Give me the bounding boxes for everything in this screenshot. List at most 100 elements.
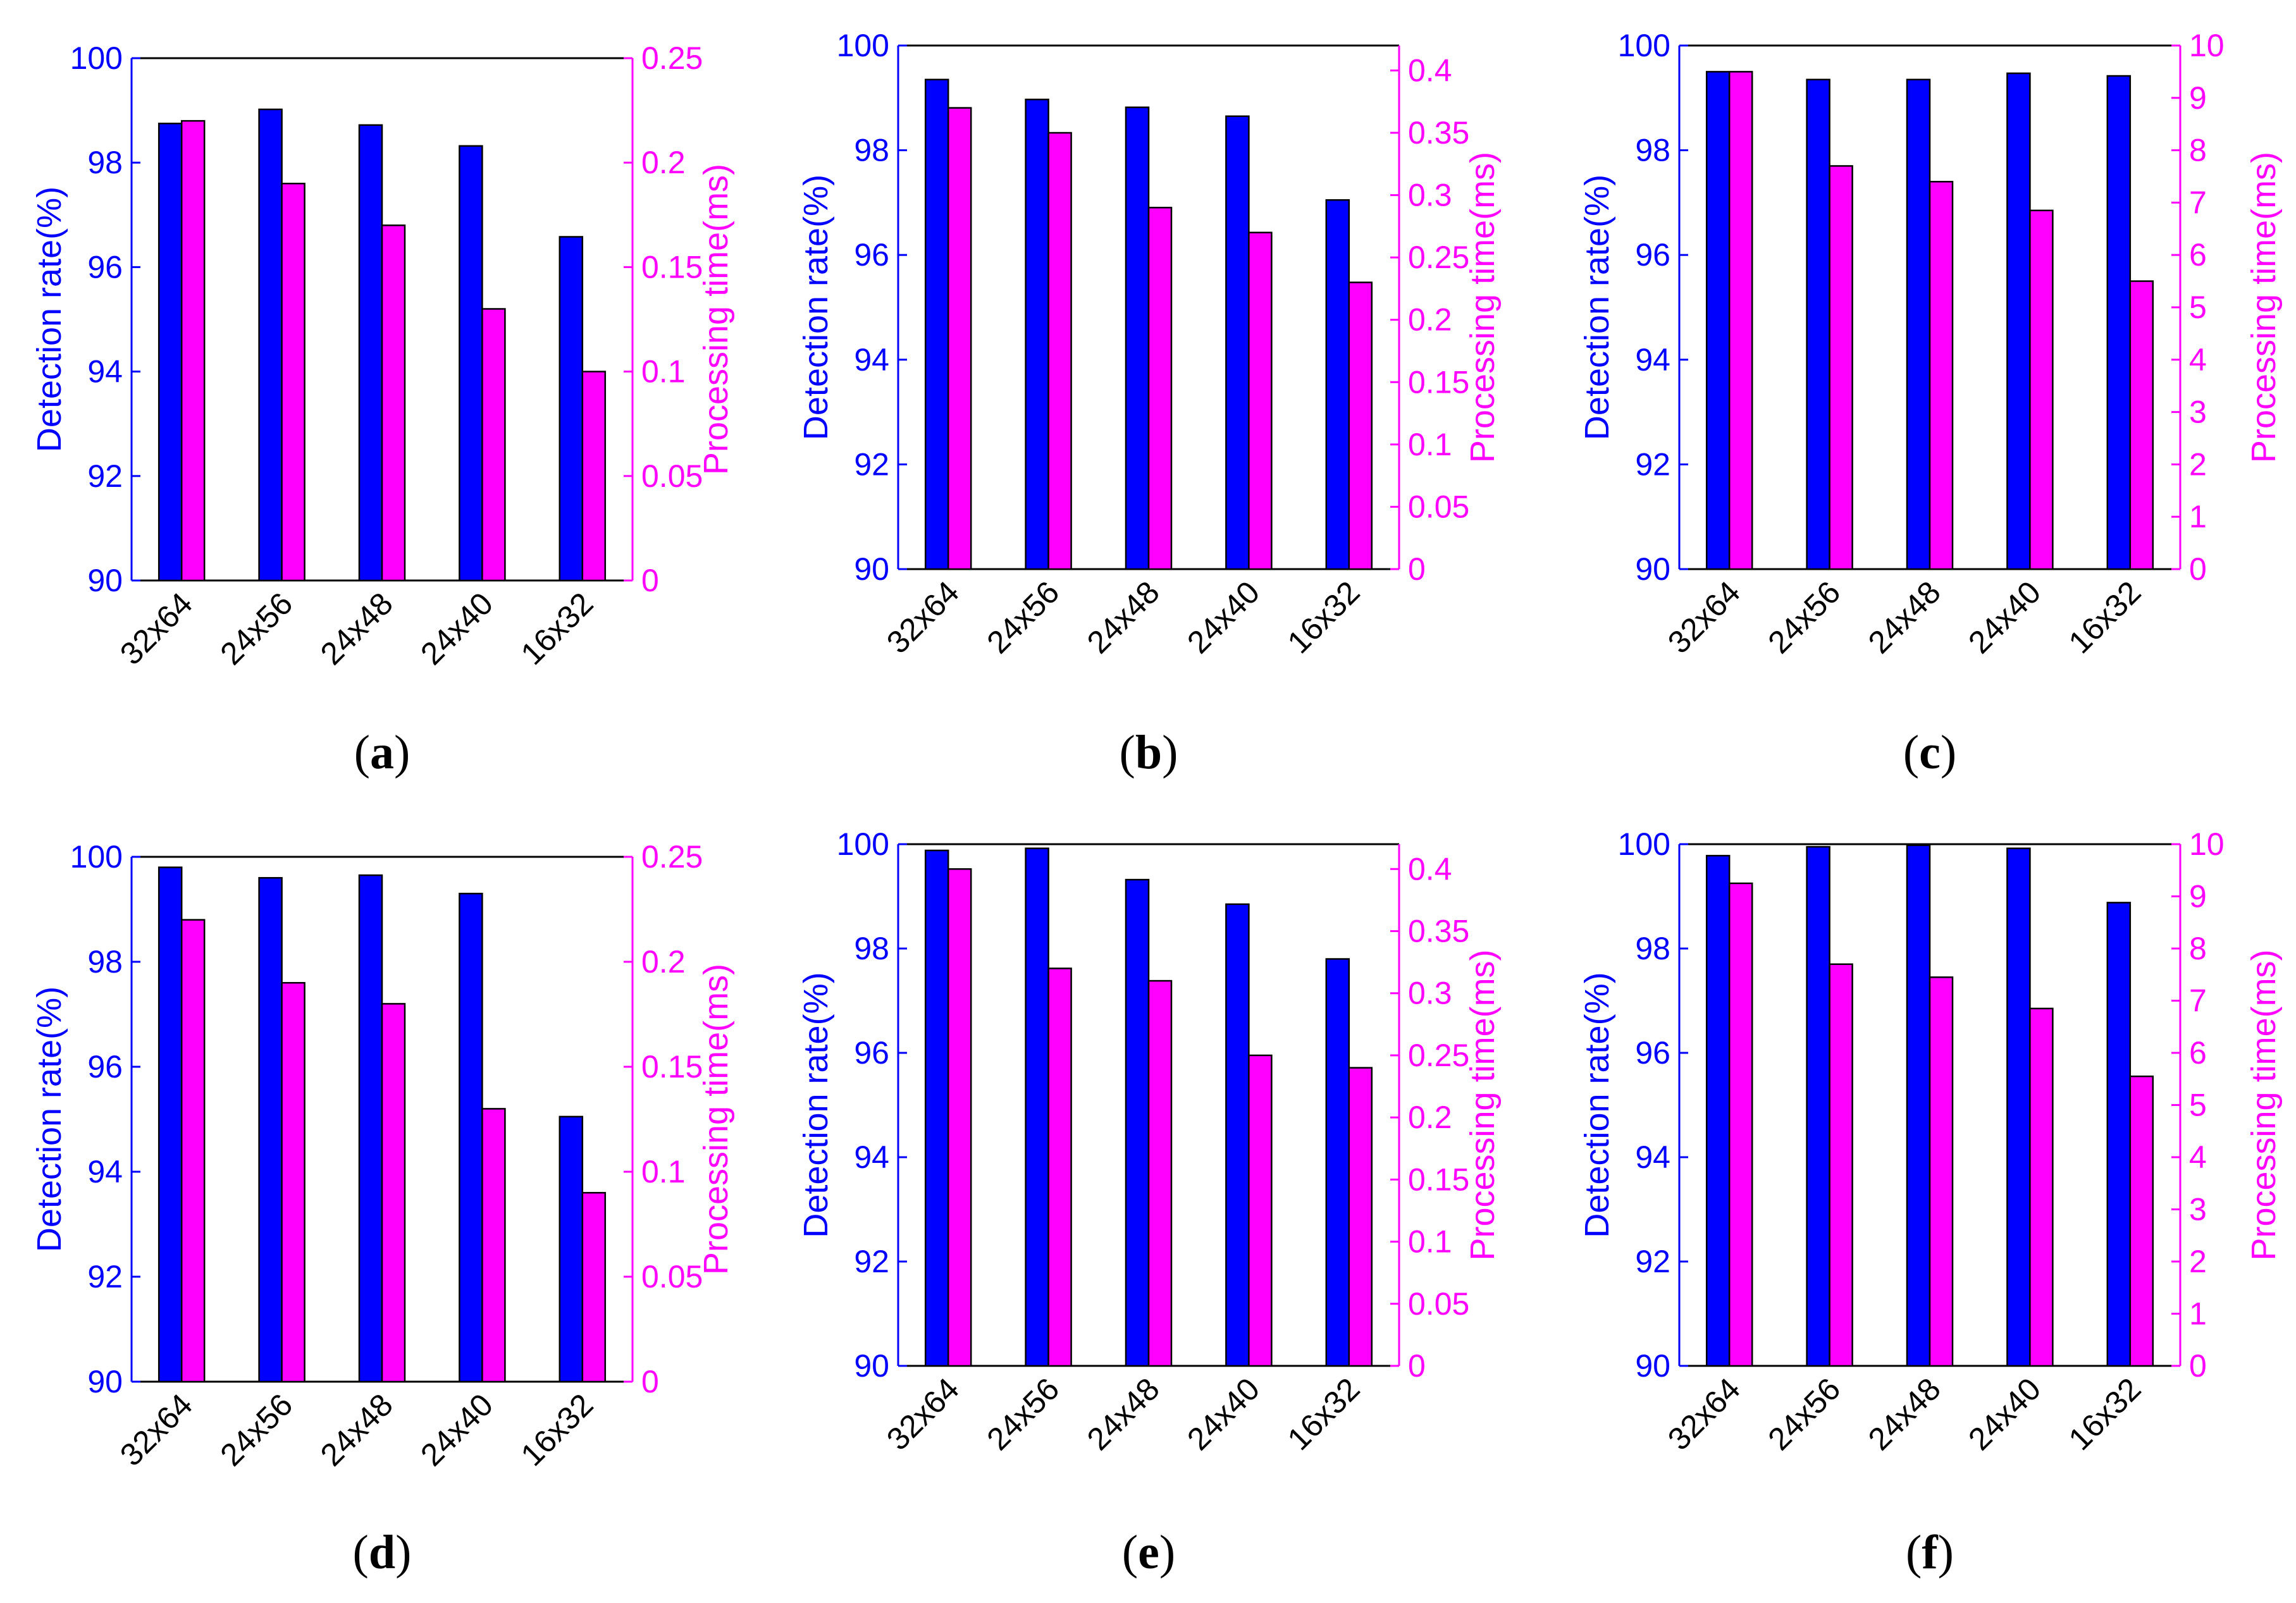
- y2-tick-label: 3: [2189, 1192, 2207, 1227]
- y-tick-label: 100: [70, 839, 123, 875]
- y-tick-label: 92: [87, 1259, 123, 1294]
- y2-tick-label: 0.25: [1408, 1038, 1469, 1073]
- bar-processing-16x32: [2129, 280, 2154, 570]
- x-tick-label: 24x48: [314, 586, 400, 672]
- x-tick-label: 24x56: [213, 1387, 299, 1473]
- panel-caption: (e): [1122, 1526, 1175, 1579]
- y-tick-label: 92: [854, 446, 889, 482]
- y-tick-label: 92: [1635, 446, 1670, 482]
- bar-detection-24x56: [258, 876, 283, 1383]
- x-tick-label: 24x48: [1861, 574, 1947, 660]
- x-tick-label: 24x40: [414, 1387, 500, 1473]
- y2-tick-label: 5: [2189, 1088, 2207, 1123]
- y2-axis-title: Processing time(ms): [1464, 949, 1502, 1260]
- y-axis-title: Detection rate(%): [1578, 972, 1616, 1238]
- bar-processing-24x40: [2029, 1007, 2054, 1367]
- y2-tick-label: 0: [641, 1364, 659, 1399]
- y2-tick-label: 0.1: [1408, 1224, 1452, 1260]
- y2-tick-label: 4: [2189, 1139, 2207, 1175]
- bar-processing-16x32: [1348, 1067, 1373, 1367]
- x-tick-label: 24x56: [1761, 574, 1847, 660]
- y2-tick-label: 0.15: [641, 249, 703, 285]
- y2-tick-label: 0.2: [1408, 1100, 1452, 1135]
- y-tick-label: 98: [87, 145, 123, 180]
- y2-axis-title: Processing time(ms): [697, 964, 735, 1275]
- y2-tick-label: 0.15: [1408, 1162, 1469, 1197]
- y2-tick-label: 0.05: [641, 458, 703, 494]
- y2-tick-label: 0: [2189, 1348, 2207, 1384]
- bar-detection-32x64: [157, 866, 183, 1383]
- bar-processing-16x32: [1348, 281, 1373, 570]
- y2-tick-label: 4: [2189, 342, 2207, 378]
- panel-caption: (b): [1120, 726, 1178, 779]
- y2-tick-label: 0.05: [641, 1259, 703, 1294]
- bar-detection-24x40: [459, 892, 483, 1383]
- x-tick-label: 24x40: [1180, 574, 1266, 660]
- x-tick-label: 24x56: [980, 574, 1066, 660]
- y-tick-label: 100: [1618, 826, 1670, 862]
- bar-processing-24x40: [481, 308, 506, 582]
- x-tick-label: 24x48: [1080, 1371, 1166, 1457]
- y-tick-label: 94: [854, 342, 889, 378]
- y2-tick-label: 0.3: [1408, 178, 1452, 213]
- y-tick-label: 94: [1635, 1139, 1670, 1175]
- y-tick-label: 92: [1635, 1244, 1670, 1279]
- x-tick-label: 16x32: [2062, 1371, 2148, 1457]
- x-tick-label: 24x40: [414, 586, 500, 672]
- y-axis-title: Detection rate(%): [30, 986, 68, 1252]
- y-tick-label: 96: [87, 249, 123, 285]
- y2-tick-label: 0.2: [641, 944, 686, 980]
- y2-tick-label: 0.1: [641, 1154, 686, 1189]
- bar-detection-24x56: [1025, 847, 1049, 1367]
- y2-tick-label: 0.05: [1408, 489, 1469, 524]
- y-tick-label: 96: [854, 237, 889, 273]
- bar-detection-24x40: [459, 145, 483, 582]
- x-tick-label: 32x64: [113, 1387, 199, 1473]
- y-tick-label: 92: [854, 1244, 889, 1279]
- x-tick-label: 32x64: [113, 586, 199, 672]
- bar-detection-24x40: [1225, 115, 1250, 570]
- bar-processing-24x48: [381, 1003, 406, 1383]
- y2-tick-label: 0.25: [641, 839, 703, 875]
- y-tick-label: 100: [70, 40, 123, 76]
- panel-caption: (d): [353, 1526, 412, 1579]
- bar-detection-24x56: [1806, 78, 1830, 570]
- y-tick-label: 98: [1635, 931, 1670, 966]
- bar-processing-32x64: [180, 120, 206, 582]
- y2-tick-label: 1: [2189, 1296, 2207, 1332]
- bar-processing-24x48: [1929, 181, 1954, 570]
- y2-tick-label: 1: [2189, 499, 2207, 534]
- x-tick-label: 32x64: [1661, 1371, 1747, 1457]
- y2-tick-label: 5: [2189, 290, 2207, 325]
- y2-tick-label: 0.2: [641, 145, 686, 180]
- bar-processing-32x64: [1728, 71, 1753, 570]
- bar-processing-32x64: [947, 868, 972, 1367]
- bar-processing-24x56: [281, 981, 306, 1383]
- y2-tick-label: 2: [2189, 1244, 2207, 1279]
- panel-caption: (a): [354, 726, 410, 779]
- bar-processing-24x56: [1047, 967, 1072, 1367]
- y2-tick-label: 6: [2189, 1035, 2207, 1071]
- y-tick-label: 94: [87, 1154, 123, 1189]
- bar-detection-24x48: [1906, 78, 1931, 570]
- y2-tick-label: 0: [1408, 551, 1426, 587]
- bar-detection-32x64: [924, 78, 949, 570]
- x-tick-label: 24x48: [314, 1387, 400, 1473]
- y-axis-title: Detection rate(%): [1578, 175, 1616, 440]
- y2-tick-label: 6: [2189, 237, 2207, 273]
- bar-detection-24x48: [358, 124, 383, 582]
- y2-tick-label: 3: [2189, 395, 2207, 430]
- x-tick-label: 16x32: [2062, 574, 2148, 660]
- y2-tick-label: 2: [2189, 446, 2207, 482]
- y2-tick-label: 0.4: [1408, 851, 1452, 887]
- bar-detection-24x40: [2006, 72, 2031, 570]
- y2-tick-label: 0.15: [1408, 364, 1469, 400]
- y2-tick-label: 0.25: [641, 40, 703, 76]
- bar-processing-24x56: [281, 182, 306, 582]
- bar-processing-24x48: [1147, 980, 1173, 1367]
- panel-caption: (c): [1903, 726, 1956, 779]
- y2-tick-label: 0.1: [641, 354, 686, 390]
- x-tick-label: 24x56: [980, 1371, 1066, 1457]
- y2-tick-label: 9: [2189, 80, 2207, 116]
